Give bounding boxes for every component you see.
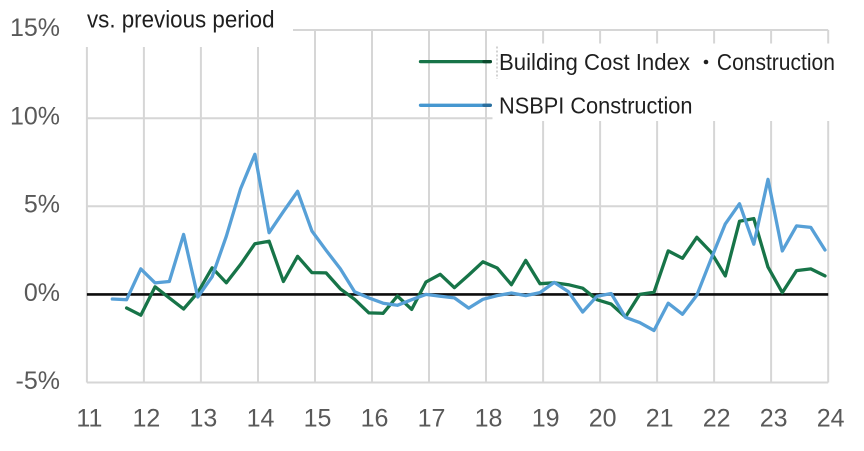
svg-text:NSBPI Construction: NSBPI Construction [499,93,693,119]
svg-text:15: 15 [304,404,332,432]
svg-text:20: 20 [589,404,617,432]
svg-text:-5%: -5% [16,367,60,395]
svg-text:24: 24 [817,404,845,432]
svg-text:0%: 0% [24,279,60,307]
svg-text:5%: 5% [24,191,60,219]
svg-text:22: 22 [703,404,731,432]
svg-text:18: 18 [475,404,503,432]
svg-text:19: 19 [532,404,560,432]
svg-text:23: 23 [760,404,788,432]
svg-text:15%: 15% [10,14,60,42]
svg-text:10%: 10% [10,103,60,131]
svg-text:17: 17 [418,404,446,432]
svg-text:12: 12 [132,404,160,432]
svg-text:14: 14 [247,404,275,432]
svg-text:13: 13 [189,404,217,432]
svg-text:vs. previous period: vs. previous period [87,7,275,34]
svg-text:Building Cost Index: Building Cost Index [499,49,690,75]
svg-text:Construction: Construction [717,49,835,75]
svg-text:16: 16 [361,404,389,432]
svg-text:21: 21 [646,404,674,432]
svg-text:11: 11 [76,404,102,432]
